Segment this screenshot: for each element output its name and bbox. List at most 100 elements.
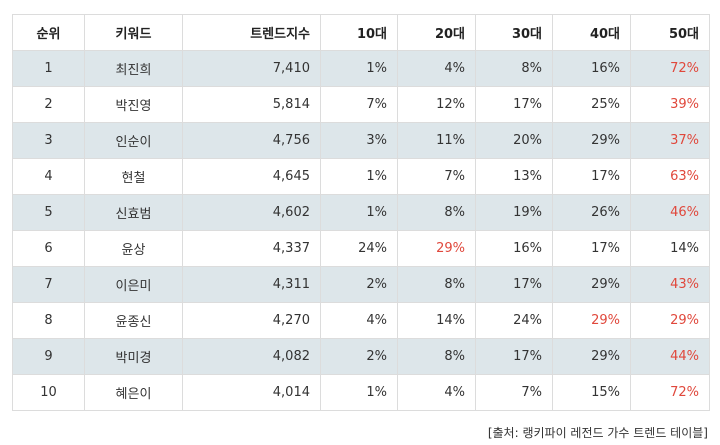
cell-keyword: 혜은이 bbox=[84, 374, 183, 411]
table-row: 4 현철 4,645 1% 7% 13% 17% 63% bbox=[12, 158, 710, 195]
cell-age-40s: 29% bbox=[552, 122, 631, 159]
cell-age-50s: 37% bbox=[630, 122, 710, 159]
cell-age-30s: 13% bbox=[475, 158, 553, 195]
cell-keyword: 윤상 bbox=[84, 230, 183, 267]
cell-age-40s: 16% bbox=[552, 50, 631, 87]
cell-trend-index: 4,756 bbox=[182, 122, 321, 159]
cell-age-20s: 12% bbox=[397, 86, 476, 123]
cell-age-50s: 43% bbox=[630, 266, 710, 303]
cell-age-10s: 1% bbox=[320, 158, 398, 195]
header-row: 순위 키워드 트렌드지수 10대 20대 30대 40대 50대 bbox=[12, 14, 710, 51]
trend-table: 순위 키워드 트렌드지수 10대 20대 30대 40대 50대 1 최진희 7,4… bbox=[12, 14, 710, 411]
cell-trend-index: 7,410 bbox=[182, 50, 321, 87]
table-row: 5 신효범 4,602 1% 8% 19% 26% 46% bbox=[12, 194, 710, 231]
cell-rank: 9 bbox=[12, 338, 85, 375]
table-row: 9 박미경 4,082 2% 8% 17% 29% 44% bbox=[12, 338, 710, 375]
cell-age-50s: 44% bbox=[630, 338, 710, 375]
table-row: 8 윤종신 4,270 4% 14% 24% 29% 29% bbox=[12, 302, 710, 339]
cell-age-30s: 7% bbox=[475, 374, 553, 411]
cell-age-50s: 63% bbox=[630, 158, 710, 195]
cell-age-10s: 7% bbox=[320, 86, 398, 123]
cell-age-50s: 14% bbox=[630, 230, 710, 267]
cell-keyword: 박미경 bbox=[84, 338, 183, 375]
cell-age-30s: 17% bbox=[475, 266, 553, 303]
cell-trend-index: 4,082 bbox=[182, 338, 321, 375]
cell-rank: 1 bbox=[12, 50, 85, 87]
cell-age-20s: 4% bbox=[397, 50, 476, 87]
table-header: 순위 키워드 트렌드지수 10대 20대 30대 40대 50대 bbox=[12, 14, 710, 51]
cell-keyword: 최진희 bbox=[84, 50, 183, 87]
cell-trend-index: 4,645 bbox=[182, 158, 321, 195]
cell-age-40s: 29% bbox=[552, 302, 631, 339]
cell-age-40s: 26% bbox=[552, 194, 631, 231]
table-row: 7 이은미 4,311 2% 8% 17% 29% 43% bbox=[12, 266, 710, 303]
cell-rank: 2 bbox=[12, 86, 85, 123]
cell-keyword: 현철 bbox=[84, 158, 183, 195]
cell-trend-index: 4,311 bbox=[182, 266, 321, 303]
cell-rank: 6 bbox=[12, 230, 85, 267]
cell-rank: 8 bbox=[12, 302, 85, 339]
cell-age-50s: 39% bbox=[630, 86, 710, 123]
cell-age-10s: 2% bbox=[320, 338, 398, 375]
cell-age-30s: 16% bbox=[475, 230, 553, 267]
cell-trend-index: 5,814 bbox=[182, 86, 321, 123]
cell-age-20s: 14% bbox=[397, 302, 476, 339]
header-keyword: 키워드 bbox=[84, 14, 183, 51]
header-age-10s: 10대 bbox=[320, 14, 398, 51]
cell-age-20s: 8% bbox=[397, 266, 476, 303]
cell-keyword: 윤종신 bbox=[84, 302, 183, 339]
cell-age-20s: 29% bbox=[397, 230, 476, 267]
cell-age-10s: 1% bbox=[320, 50, 398, 87]
cell-age-20s: 7% bbox=[397, 158, 476, 195]
cell-age-50s: 72% bbox=[630, 50, 710, 87]
cell-age-10s: 3% bbox=[320, 122, 398, 159]
cell-age-10s: 2% bbox=[320, 266, 398, 303]
cell-age-10s: 1% bbox=[320, 374, 398, 411]
cell-age-10s: 4% bbox=[320, 302, 398, 339]
cell-age-30s: 8% bbox=[475, 50, 553, 87]
cell-rank: 4 bbox=[12, 158, 85, 195]
table-row: 1 최진희 7,410 1% 4% 8% 16% 72% bbox=[12, 50, 710, 87]
cell-trend-index: 4,014 bbox=[182, 374, 321, 411]
cell-trend-index: 4,270 bbox=[182, 302, 321, 339]
table-row: 3 인순이 4,756 3% 11% 20% 29% 37% bbox=[12, 122, 710, 159]
cell-age-10s: 24% bbox=[320, 230, 398, 267]
table-row: 10 혜은이 4,014 1% 4% 7% 15% 72% bbox=[12, 374, 710, 411]
cell-age-30s: 19% bbox=[475, 194, 553, 231]
table-row: 6 윤상 4,337 24% 29% 16% 17% 14% bbox=[12, 230, 710, 267]
cell-age-40s: 29% bbox=[552, 266, 631, 303]
cell-age-50s: 72% bbox=[630, 374, 710, 411]
cell-keyword: 인순이 bbox=[84, 122, 183, 159]
cell-age-40s: 15% bbox=[552, 374, 631, 411]
cell-trend-index: 4,602 bbox=[182, 194, 321, 231]
cell-age-30s: 17% bbox=[475, 86, 553, 123]
cell-rank: 10 bbox=[12, 374, 85, 411]
cell-rank: 7 bbox=[12, 266, 85, 303]
cell-age-30s: 24% bbox=[475, 302, 553, 339]
header-age-50s: 50대 bbox=[630, 14, 710, 51]
header-age-20s: 20대 bbox=[397, 14, 476, 51]
cell-rank: 3 bbox=[12, 122, 85, 159]
source-caption: [출처: 랭키파이 레전드 가수 트렌드 테이블] bbox=[487, 426, 708, 440]
header-rank: 순위 bbox=[12, 14, 85, 51]
cell-age-30s: 20% bbox=[475, 122, 553, 159]
cell-age-40s: 17% bbox=[552, 158, 631, 195]
cell-rank: 5 bbox=[12, 194, 85, 231]
header-age-40s: 40대 bbox=[552, 14, 631, 51]
table-row: 2 박진영 5,814 7% 12% 17% 25% 39% bbox=[12, 86, 710, 123]
cell-age-20s: 11% bbox=[397, 122, 476, 159]
cell-age-40s: 25% bbox=[552, 86, 631, 123]
cell-keyword: 박진영 bbox=[84, 86, 183, 123]
header-trend-index: 트렌드지수 bbox=[182, 14, 321, 51]
cell-keyword: 이은미 bbox=[84, 266, 183, 303]
cell-age-40s: 17% bbox=[552, 230, 631, 267]
cell-age-50s: 29% bbox=[630, 302, 710, 339]
cell-keyword: 신효범 bbox=[84, 194, 183, 231]
cell-age-40s: 29% bbox=[552, 338, 631, 375]
cell-age-30s: 17% bbox=[475, 338, 553, 375]
cell-age-20s: 8% bbox=[397, 194, 476, 231]
cell-age-10s: 1% bbox=[320, 194, 398, 231]
header-age-30s: 30대 bbox=[475, 14, 553, 51]
cell-trend-index: 4,337 bbox=[182, 230, 321, 267]
